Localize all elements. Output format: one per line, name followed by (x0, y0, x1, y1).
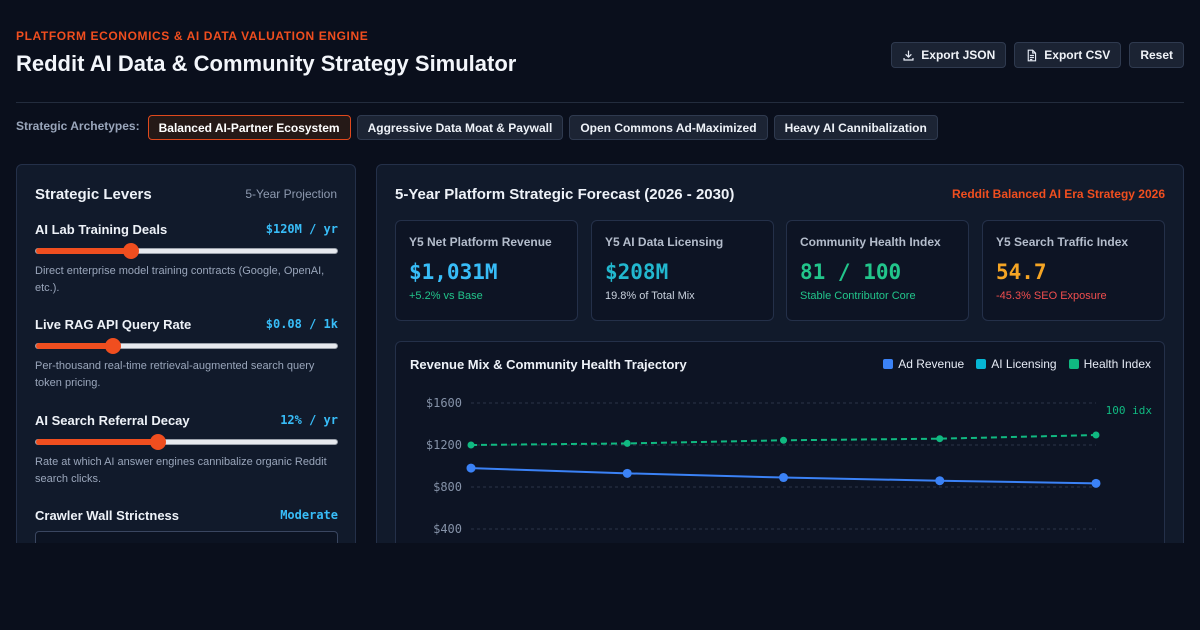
lever-slider[interactable] (35, 243, 338, 259)
lever-name: AI Search Referral Decay (35, 412, 190, 428)
header-actions: Export JSON Export CSV Reset (891, 42, 1184, 68)
slider-thumb[interactable] (149, 434, 166, 450)
lever-value: $120M / yr (265, 222, 338, 236)
lever-value: $0.08 / 1k (265, 317, 338, 331)
legend-item-ad-revenue[interactable]: Ad Revenue (883, 357, 964, 371)
kpi-card-net-revenue: Y5 Net Platform Revenue $1,031M +5.2% vs… (395, 220, 578, 321)
y-tick-label: $1600 (426, 396, 462, 410)
slider-thumb[interactable] (122, 243, 139, 259)
revenue-health-chart: Revenue Mix & Community Health Trajector… (395, 341, 1165, 543)
lever-slider[interactable] (35, 434, 338, 450)
page-title: Reddit AI Data & Community Strategy Simu… (16, 51, 517, 76)
lever-ai-lab-deals: AI Lab Training Deals $120M / yr Direct … (35, 221, 338, 297)
archetype-chip-balanced[interactable]: Balanced AI-Partner Ecosystem (147, 115, 351, 140)
archetypes-label: Strategic Archetypes: (16, 118, 140, 133)
lever-name: AI Lab Training Deals (35, 221, 168, 237)
lever-description: Rate at which AI answer engines cannibal… (35, 456, 327, 485)
header-divider (16, 102, 1184, 103)
right-axis-label: 100 idx (1106, 404, 1153, 417)
export-json-label: Export JSON (921, 48, 996, 62)
legend-swatch (1068, 359, 1079, 369)
export-csv-button[interactable]: Export CSV (1014, 42, 1122, 68)
levers-title: Strategic Levers (35, 186, 152, 203)
kpi-note: +5.2% vs Base (409, 290, 483, 302)
legend-swatch (976, 359, 987, 369)
kpi-label: Y5 Search Traffic Index (996, 235, 1129, 249)
kpi-card-community-health: Community Health Index 81 / 100 Stable C… (786, 220, 969, 321)
app-viewport: PLATFORM ECONOMICS & AI DATA VALUATION E… (16, 29, 1184, 543)
data-point (623, 439, 631, 447)
app-eyebrow: PLATFORM ECONOMICS & AI DATA VALUATION E… (16, 29, 369, 43)
kpi-card-ai-licensing: Y5 AI Data Licensing $208M 19.8% of Tota… (591, 220, 774, 321)
legend-swatch (883, 359, 894, 369)
kpi-note: -45.3% SEO Exposure (996, 290, 1107, 302)
legend-item-ai-licensing[interactable]: AI Licensing (976, 357, 1057, 371)
slider-fill (36, 439, 158, 445)
kpi-value: $1,031M (409, 260, 498, 284)
download-icon (903, 50, 914, 61)
legend-label: Ad Revenue (898, 357, 965, 371)
lever-description: Direct enterprise model training contrac… (35, 265, 325, 294)
slider-thumb[interactable] (104, 338, 121, 354)
lever-rag-api-rate: Live RAG API Query Rate $0.08 / 1k Per-t… (35, 316, 338, 392)
data-point (779, 473, 788, 483)
chart-legend: Ad Revenue AI Licensing Health Index (883, 357, 1151, 371)
kpi-card-search-traffic: Y5 Search Traffic Index 54.7 -45.3% SEO … (982, 220, 1165, 321)
y-tick-label: $800 (433, 480, 462, 494)
chart-title: Revenue Mix & Community Health Trajector… (410, 357, 687, 372)
file-icon (1027, 49, 1037, 61)
kpi-label: Y5 Net Platform Revenue (409, 235, 552, 249)
strategy-tag: Reddit Balanced AI Era Strategy 2026 (952, 187, 1165, 201)
forecast-panel: 5-Year Platform Strategic Forecast (2026… (376, 164, 1184, 543)
data-point (622, 468, 632, 478)
kpi-label: Y5 AI Data Licensing (605, 235, 724, 249)
export-json-button[interactable]: Export JSON (891, 42, 1007, 68)
data-point (936, 435, 944, 443)
reset-button[interactable]: Reset (1129, 42, 1184, 68)
legend-item-health-index[interactable]: Health Index (1068, 357, 1151, 371)
legend-label: Health Index (1083, 357, 1151, 371)
lever-value: 12% / yr (280, 413, 338, 427)
archetype-chip-aggressive[interactable]: Aggressive Data Moat & Paywall (356, 115, 564, 140)
lever-slider[interactable] (35, 338, 338, 354)
slider-fill (36, 343, 113, 349)
crawler-strictness-select[interactable]: Moderate (Token-Gated + Logged) (35, 531, 338, 543)
slider-fill (36, 248, 131, 254)
data-point (467, 441, 475, 449)
kpi-note: 19.8% of Total Mix (605, 290, 695, 302)
lever-search-decay: AI Search Referral Decay 12% / yr Rate a… (35, 412, 338, 488)
lever-crawler-wall: Crawler Wall Strictness Moderate (35, 507, 338, 523)
legend-label: AI Licensing (991, 357, 1057, 371)
kpi-note: Stable Contributor Core (800, 290, 916, 302)
kpi-value: $208M (605, 260, 669, 284)
lever-description: Per-thousand real-time retrieval-augment… (35, 360, 315, 389)
y-tick-label: $400 (433, 522, 462, 536)
levers-subtitle: 5-Year Projection (245, 187, 337, 201)
y-tick-label: $1200 (426, 438, 462, 452)
reset-label: Reset (1140, 48, 1173, 62)
archetype-chip-open-commons[interactable]: Open Commons Ad-Maximized (569, 115, 768, 140)
data-point (1091, 478, 1101, 488)
data-point (1092, 431, 1100, 439)
kpi-label: Community Health Index (800, 235, 941, 249)
kpi-value: 54.7 (996, 260, 1047, 284)
lever-name: Crawler Wall Strictness (35, 507, 180, 523)
data-point (935, 476, 945, 486)
chart-plot: $1600 $1200 $800 $400 100 idx (426, 396, 1153, 536)
export-csv-label: Export CSV (1044, 48, 1111, 62)
archetype-chip-heavy-ai[interactable]: Heavy AI Cannibalization (773, 115, 938, 140)
forecast-title: 5-Year Platform Strategic Forecast (2026… (395, 186, 735, 203)
kpi-value: 81 / 100 (800, 260, 902, 284)
lever-name: Live RAG API Query Rate (35, 316, 192, 332)
lever-value: Moderate (280, 508, 338, 522)
data-point (780, 436, 787, 444)
archetype-bar: Strategic Archetypes: Balanced AI-Partne… (16, 115, 938, 140)
data-point (466, 463, 476, 473)
levers-panel: Strategic Levers 5-Year Projection AI La… (16, 164, 356, 543)
